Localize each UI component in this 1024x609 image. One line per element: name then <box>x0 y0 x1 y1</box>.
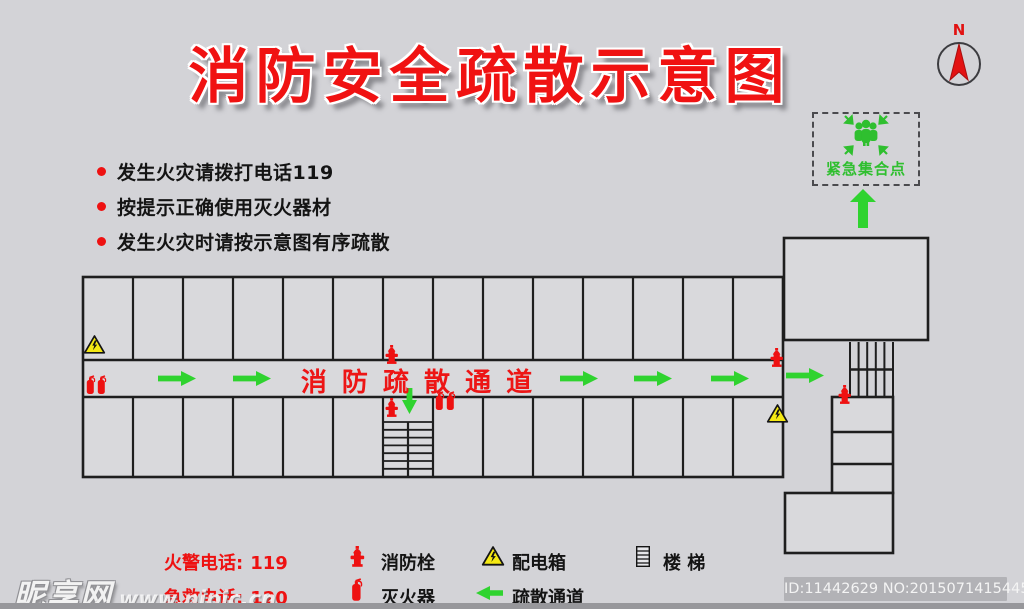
exit-staircase <box>849 342 894 397</box>
notice-list: 发生火灾请拨打电话119 按提示正确使用灭火器材 发生火灾时请按示意图有序疏散 <box>97 160 390 265</box>
route-arrow-down-icon <box>402 388 417 414</box>
assembly-point-label: 紧急集合点 <box>825 160 906 178</box>
right-room-column <box>830 395 895 495</box>
exit-hall-room <box>782 236 930 342</box>
legend-power-box-icon <box>481 546 505 566</box>
page-title: 消防安全疏散示意图 <box>188 42 792 112</box>
legend-hydrant-icon <box>350 546 365 567</box>
legend-hydrant-label: 消防栓 <box>381 553 435 574</box>
bottom-edge-strip <box>0 603 1024 609</box>
legend-power-box-label: 配电箱 <box>512 553 566 574</box>
assembly-point-icon <box>843 114 889 156</box>
internal-staircase <box>383 421 433 477</box>
notice-text: 按提示正确使用灭火器材 <box>117 196 332 219</box>
compass-north-label: N <box>952 21 966 39</box>
bullet-icon <box>97 166 106 176</box>
notice-text: 发生火灾请拨打电话119 <box>117 161 334 184</box>
right-room-dividers <box>832 430 893 466</box>
bottom-right-room <box>783 491 895 555</box>
top-room-dividers <box>131 277 735 360</box>
notice-item: 发生火灾请拨打电话119 <box>97 160 390 184</box>
route-arrow-icon <box>786 368 824 383</box>
fire-phone-label: 火警电话: <box>164 553 244 574</box>
notice-item: 按提示正确使用灭火器材 <box>97 195 390 219</box>
legend-route-arrow-icon <box>476 586 503 600</box>
notice-text: 发生火灾时请按示意图有序疏散 <box>117 231 391 254</box>
assembly-point-box: 紧急集合点 <box>812 112 920 186</box>
legend-stairs-label: 楼 梯 <box>663 553 706 574</box>
assembly-exit-arrow-icon <box>850 189 876 228</box>
image-id-badge: ID:11442629 NO:20150714154457946000 <box>784 577 1024 601</box>
bullet-icon <box>97 236 106 246</box>
legend-stairs-icon <box>636 546 650 567</box>
compass: N <box>933 22 985 88</box>
fire-phone-number: 119 <box>250 553 288 574</box>
notice-item: 发生火灾时请按示意图有序疏散 <box>97 230 391 254</box>
compass-icon <box>937 42 981 86</box>
corridor-label: 消 防 疏 散 通 道 <box>300 368 536 398</box>
legend-extinguisher-icon <box>351 578 363 602</box>
fire-phone-entry: 火警电话: 119 <box>164 549 288 575</box>
bullet-icon <box>97 201 106 211</box>
